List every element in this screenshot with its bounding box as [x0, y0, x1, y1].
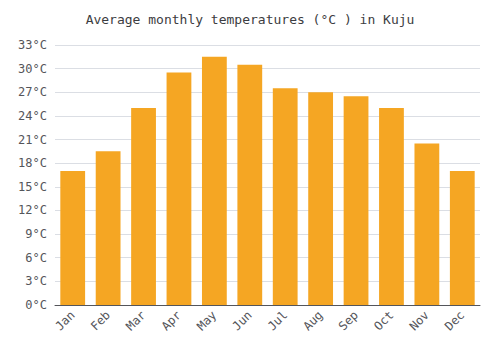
svg-text:Jun: Jun: [230, 308, 255, 333]
svg-text:May: May: [194, 308, 219, 333]
svg-text:33°C: 33°C: [18, 38, 47, 52]
svg-text:27°C: 27°C: [18, 85, 47, 99]
svg-text:Dec: Dec: [442, 308, 467, 333]
svg-text:15°C: 15°C: [18, 180, 47, 194]
svg-text:6°C: 6°C: [25, 251, 47, 265]
svg-text:Nov: Nov: [407, 308, 432, 333]
svg-text:9°C: 9°C: [25, 227, 47, 241]
svg-text:12°C: 12°C: [18, 203, 47, 217]
svg-text:Apr: Apr: [159, 308, 184, 333]
svg-text:Jan: Jan: [52, 308, 77, 333]
svg-text:Aug: Aug: [300, 308, 325, 333]
svg-text:0°C: 0°C: [25, 298, 47, 312]
svg-text:Oct: Oct: [371, 308, 396, 333]
svg-text:Sep: Sep: [336, 308, 361, 333]
svg-text:Mar: Mar: [123, 308, 148, 333]
svg-text:30°C: 30°C: [18, 62, 47, 76]
svg-text:18°C: 18°C: [18, 156, 47, 170]
svg-text:24°C: 24°C: [18, 109, 47, 123]
svg-text:21°C: 21°C: [18, 133, 47, 147]
svg-text:Feb: Feb: [88, 308, 113, 333]
svg-text:Jul: Jul: [265, 308, 290, 333]
svg-text:3°C: 3°C: [25, 274, 47, 288]
svg-text:Average monthly temperatures (: Average monthly temperatures (°C ) in Ku…: [86, 12, 415, 27]
